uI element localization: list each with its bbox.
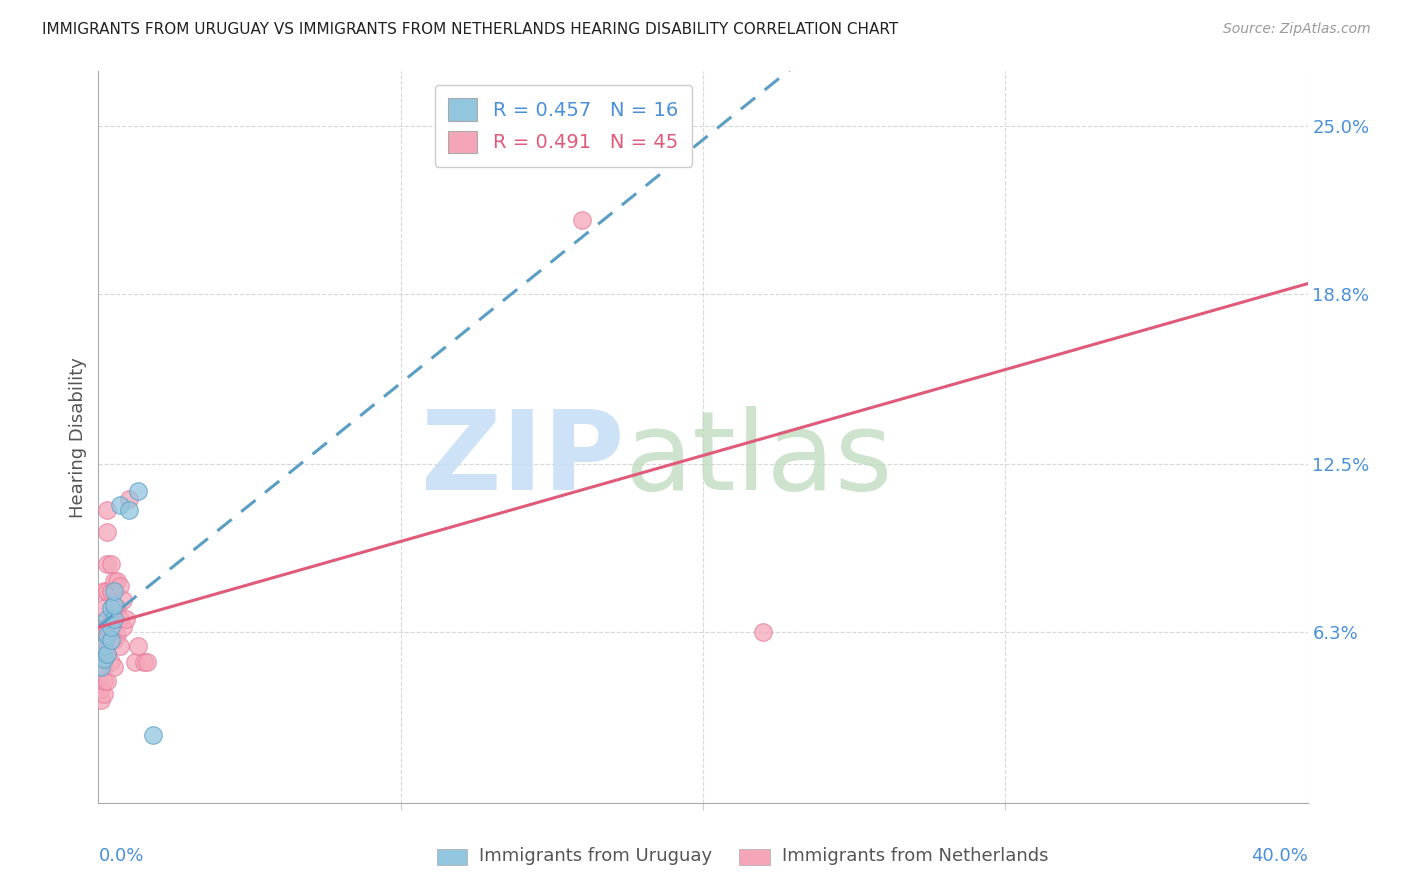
Point xyxy=(135,655,157,669)
Point xyxy=(132,655,155,669)
Point xyxy=(100,620,122,634)
Point xyxy=(100,584,122,599)
Point xyxy=(93,652,115,666)
Point xyxy=(93,633,115,648)
Text: Immigrants from Uruguay: Immigrants from Uruguay xyxy=(479,847,713,865)
Point xyxy=(100,600,122,615)
Point xyxy=(90,681,112,696)
Point xyxy=(752,625,775,640)
FancyBboxPatch shape xyxy=(740,849,769,865)
Point xyxy=(108,498,131,512)
Point xyxy=(103,598,125,612)
Point xyxy=(96,673,118,688)
Point xyxy=(93,584,115,599)
Point xyxy=(96,633,118,648)
Point xyxy=(96,558,118,572)
Point xyxy=(93,600,115,615)
Point xyxy=(93,620,115,634)
Point xyxy=(96,620,118,634)
Point xyxy=(103,600,125,615)
Point xyxy=(96,647,118,661)
Point xyxy=(90,647,112,661)
Point xyxy=(93,647,115,661)
Point xyxy=(100,655,122,669)
Point xyxy=(111,592,134,607)
Point xyxy=(103,574,125,588)
Point xyxy=(103,611,125,625)
Point xyxy=(96,611,118,625)
Point xyxy=(103,633,125,648)
Point xyxy=(96,628,118,642)
Point xyxy=(103,584,125,599)
Point xyxy=(96,584,118,599)
Point xyxy=(114,611,136,625)
Point xyxy=(108,639,131,653)
Point xyxy=(105,574,128,588)
Point xyxy=(96,524,118,539)
Point xyxy=(105,628,128,642)
Text: atlas: atlas xyxy=(624,406,893,513)
Text: 40.0%: 40.0% xyxy=(1251,847,1308,864)
Point xyxy=(105,600,128,615)
Point xyxy=(100,633,122,648)
Point xyxy=(90,660,112,674)
Point xyxy=(124,655,146,669)
Point xyxy=(100,611,122,625)
Text: IMMIGRANTS FROM URUGUAY VS IMMIGRANTS FROM NETHERLANDS HEARING DISABILITY CORREL: IMMIGRANTS FROM URUGUAY VS IMMIGRANTS FR… xyxy=(42,22,898,37)
Point xyxy=(90,633,112,648)
Point xyxy=(111,620,134,634)
FancyBboxPatch shape xyxy=(437,849,467,865)
Text: 0.0%: 0.0% xyxy=(98,847,143,864)
Point xyxy=(96,647,118,661)
Point xyxy=(103,660,125,674)
Point xyxy=(118,492,141,507)
Point xyxy=(93,688,115,702)
Point xyxy=(127,639,149,653)
Y-axis label: Hearing Disability: Hearing Disability xyxy=(69,357,87,517)
Point xyxy=(93,673,115,688)
Point xyxy=(100,558,122,572)
Text: Immigrants from Netherlands: Immigrants from Netherlands xyxy=(782,847,1047,865)
Text: Source: ZipAtlas.com: Source: ZipAtlas.com xyxy=(1223,22,1371,37)
Point xyxy=(118,503,141,517)
Legend: R = 0.457   N = 16, R = 0.491   N = 45: R = 0.457 N = 16, R = 0.491 N = 45 xyxy=(434,85,692,167)
Point xyxy=(108,579,131,593)
Point xyxy=(93,639,115,653)
Point xyxy=(142,728,165,742)
Point xyxy=(93,660,115,674)
Text: ZIP: ZIP xyxy=(420,406,624,513)
Point xyxy=(108,611,131,625)
Point xyxy=(571,213,593,227)
Point xyxy=(127,484,149,499)
Point xyxy=(90,693,112,707)
Point xyxy=(100,633,122,648)
Point xyxy=(96,503,118,517)
